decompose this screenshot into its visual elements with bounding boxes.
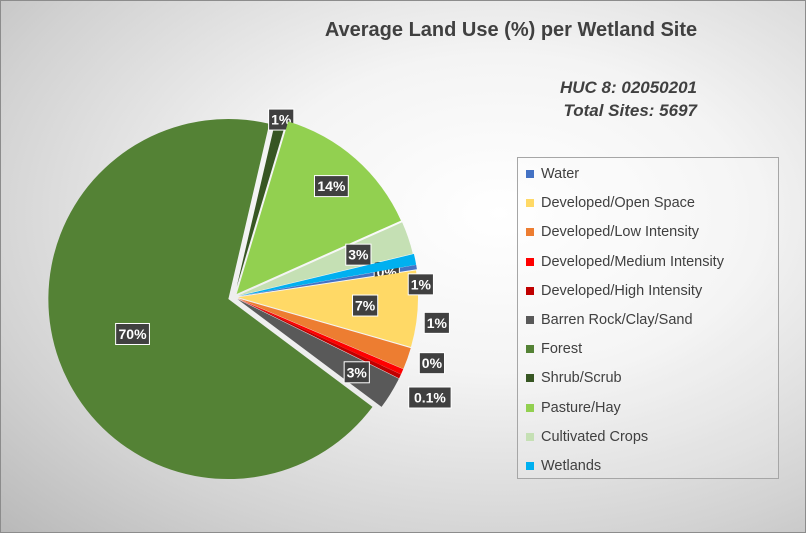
- legend-swatch-developed-open-space: [526, 199, 534, 208]
- svg-text:70%: 70%: [119, 326, 148, 342]
- legend: Water Developed/Open Space Developed/Low I…: [517, 157, 779, 479]
- svg-text:1%: 1%: [427, 315, 448, 331]
- legend-swatch-cultivated-crops: [526, 432, 534, 441]
- data-label-developed-open-space: 7%: [352, 294, 379, 317]
- pie-slice-developed-low-intensity: [237, 298, 411, 369]
- legend-label-forest: Forest: [541, 341, 583, 358]
- legend-label-cultivated-crops: Cultivated Crops: [541, 428, 649, 445]
- data-label-developed-high-intensity: 0.1%: [408, 386, 452, 409]
- legend-swatch-developed-low-intensity: [526, 228, 534, 237]
- svg-text:1%: 1%: [411, 276, 432, 292]
- pie-slice-wetlands: [238, 253, 417, 296]
- svg-text:0%: 0%: [422, 355, 443, 371]
- pie-slice-developed-high-intensity: [237, 298, 401, 379]
- data-label-developed-low-intensity: 1%: [423, 311, 450, 334]
- legend-swatch-wetlands: [526, 462, 534, 470]
- legend-label-wetlands: Wetlands: [541, 458, 602, 474]
- chart-title: Average Land Use (%) per Wetland Site: [324, 19, 698, 41]
- legend-item-developed-high-intensity: Developed/High Intensity: [526, 281, 702, 301]
- data-label-barren-rock-clay-sand: 3%: [343, 361, 370, 384]
- legend-item-developed-medium-intensity: Developed/Medium Intensity: [526, 252, 724, 272]
- svg-text:1%: 1%: [271, 112, 292, 128]
- legend-label-barren-rock-clay-sand: Barren Rock/Clay/Sand: [541, 312, 693, 328]
- pie-slice-developed-open-space: [237, 270, 418, 347]
- legend-label-developed-high-intensity: Developed/High Intensity: [541, 282, 703, 299]
- legend-swatch-forest: [526, 345, 534, 354]
- legend-label-developed-medium-intensity: Developed/Medium Intensity: [541, 253, 724, 270]
- pie-slice-shrub-scrub: [236, 112, 289, 288]
- pie-slice-developed-medium-intensity: [237, 298, 404, 375]
- data-label-pasture-hay: 14%: [313, 175, 349, 198]
- legend-item-developed-low-intensity: Developed/Low Intensity: [526, 222, 699, 242]
- svg-text:0.1%: 0.1%: [414, 390, 446, 406]
- legend-item-water: Water: [526, 164, 579, 184]
- legend-label-developed-low-intensity: Developed/Low Intensity: [541, 224, 699, 241]
- legend-item-wetlands: Wetlands: [526, 456, 601, 476]
- legend-item-barren-rock-clay-sand: Barren Rock/Clay/Sand: [526, 310, 693, 330]
- data-label-cultivated-crops: 3%: [345, 243, 372, 266]
- legend-swatch-pasture-hay: [526, 403, 534, 412]
- pie-slice-forest: [48, 119, 373, 480]
- legend-item-cultivated-crops: Cultivated Crops: [526, 427, 648, 447]
- legend-swatch-barren-rock-clay-sand: [526, 316, 534, 324]
- subtitle-huc: HUC 8: 02050201: [559, 78, 697, 97]
- legend-swatch-water: [526, 170, 534, 178]
- legend-swatch-developed-high-intensity: [526, 286, 534, 295]
- pie-slice-water: [238, 264, 417, 297]
- subtitle-total-sites: Total Sites: 5697: [563, 101, 697, 120]
- legend-item-pasture-hay: Pasture/Hay: [526, 398, 621, 418]
- data-label-developed-medium-intensity: 0%: [418, 352, 446, 375]
- pie-slice-cultivated-crops: [237, 222, 413, 296]
- legend-item-forest: Forest: [526, 339, 582, 359]
- legend-swatch-shrub-scrub: [526, 374, 534, 383]
- legend-item-shrub-scrub: Shrub/Scrub: [526, 368, 622, 388]
- svg-text:3%: 3%: [347, 364, 368, 380]
- svg-text:7%: 7%: [355, 298, 376, 314]
- legend-swatch-developed-medium-intensity: [526, 257, 534, 266]
- svg-text:3%: 3%: [348, 247, 369, 263]
- legend-label-water: Water: [541, 166, 580, 182]
- legend-label-developed-open-space: Developed/Open Space: [541, 195, 695, 212]
- legend-label-pasture-hay: Pasture/Hay: [541, 399, 621, 416]
- legend-label-shrub-scrub: Shrub/Scrub: [541, 370, 622, 387]
- legend-item-developed-open-space: Developed/Open Space: [526, 193, 695, 213]
- pie-slice-pasture-hay: [236, 121, 401, 294]
- svg-text:14%: 14%: [317, 178, 346, 194]
- data-label-wetlands: 1%: [407, 273, 434, 296]
- data-label-forest: 70%: [115, 322, 150, 345]
